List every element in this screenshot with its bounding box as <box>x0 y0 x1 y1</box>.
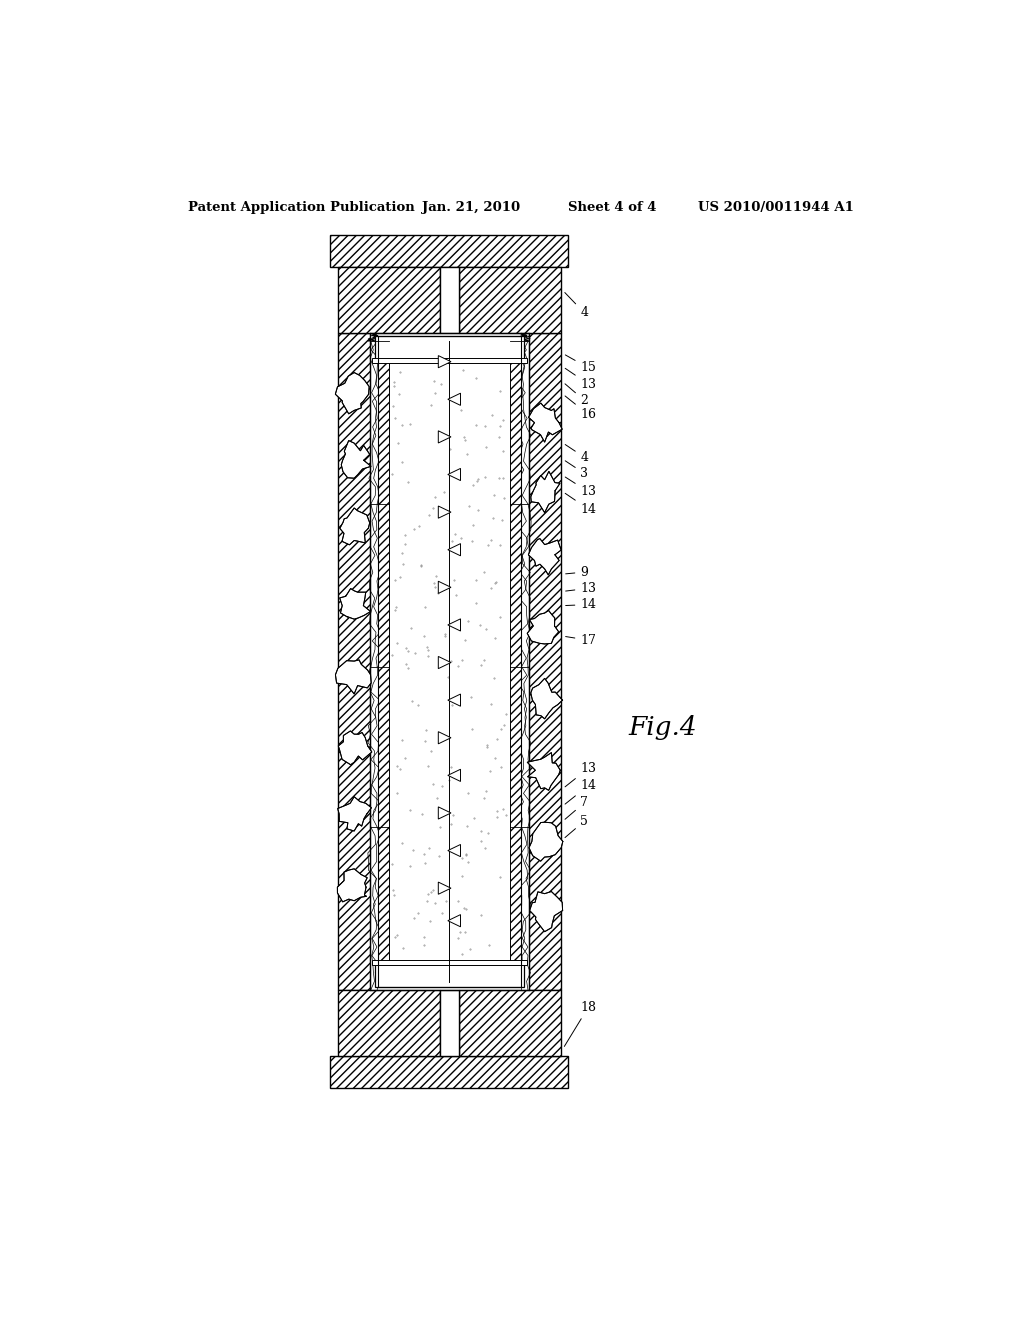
Polygon shape <box>447 469 461 480</box>
Text: 15: 15 <box>565 355 596 375</box>
Text: 7: 7 <box>565 796 588 820</box>
Text: 13: 13 <box>565 762 596 787</box>
Polygon shape <box>338 731 372 764</box>
Polygon shape <box>528 539 561 576</box>
Text: 3: 3 <box>565 461 589 480</box>
Bar <box>375 337 524 359</box>
Polygon shape <box>447 694 461 706</box>
Bar <box>331 235 568 267</box>
Bar <box>372 961 527 965</box>
Text: 13: 13 <box>565 582 596 595</box>
Text: 9: 9 <box>565 565 588 578</box>
Bar <box>338 333 370 990</box>
Text: 5: 5 <box>565 814 588 838</box>
Polygon shape <box>447 619 461 631</box>
Text: Fig.4: Fig.4 <box>628 715 696 741</box>
Polygon shape <box>527 610 559 644</box>
Bar <box>459 990 560 1056</box>
Bar <box>521 333 528 990</box>
Text: 14: 14 <box>565 598 596 611</box>
Polygon shape <box>438 506 451 519</box>
Text: 18: 18 <box>564 1001 596 1047</box>
Bar <box>510 337 521 987</box>
Polygon shape <box>438 430 451 444</box>
Polygon shape <box>340 508 370 545</box>
Text: Patent Application Publication: Patent Application Publication <box>187 201 415 214</box>
Text: Sheet 4 of 4: Sheet 4 of 4 <box>568 201 657 214</box>
Polygon shape <box>341 441 371 478</box>
Polygon shape <box>438 656 451 669</box>
Bar <box>528 333 560 990</box>
Polygon shape <box>336 660 371 694</box>
Bar <box>389 337 510 987</box>
Bar <box>370 333 378 990</box>
Bar <box>375 965 524 987</box>
Polygon shape <box>530 678 562 719</box>
Text: 4: 4 <box>565 445 589 463</box>
Text: 14: 14 <box>565 494 596 516</box>
Polygon shape <box>438 355 451 368</box>
Bar <box>440 267 459 333</box>
Polygon shape <box>447 915 461 927</box>
Polygon shape <box>438 882 451 894</box>
Text: 2: 2 <box>565 384 588 407</box>
Bar <box>338 267 440 333</box>
Polygon shape <box>438 731 451 744</box>
Polygon shape <box>337 869 368 902</box>
Polygon shape <box>447 845 461 857</box>
Polygon shape <box>447 393 461 405</box>
Polygon shape <box>447 544 461 556</box>
Polygon shape <box>529 891 562 932</box>
Polygon shape <box>438 807 451 818</box>
Text: Jan. 21, 2010: Jan. 21, 2010 <box>422 201 520 214</box>
Polygon shape <box>530 471 560 512</box>
Polygon shape <box>529 822 563 861</box>
Bar <box>459 267 560 333</box>
Text: 13: 13 <box>565 368 596 391</box>
Polygon shape <box>340 589 371 619</box>
Polygon shape <box>335 372 370 414</box>
Bar <box>440 990 459 1056</box>
Polygon shape <box>338 797 372 832</box>
Text: 16: 16 <box>565 396 596 421</box>
Bar <box>338 990 440 1056</box>
Polygon shape <box>528 403 562 442</box>
Text: 14: 14 <box>565 779 596 804</box>
Bar <box>378 337 389 987</box>
Polygon shape <box>447 770 461 781</box>
Bar <box>331 1056 568 1089</box>
Text: 4: 4 <box>565 293 589 319</box>
Text: 17: 17 <box>565 634 596 647</box>
Text: 13: 13 <box>565 477 596 498</box>
Text: US 2010/0011944 A1: US 2010/0011944 A1 <box>697 201 854 214</box>
Bar <box>372 358 527 363</box>
Polygon shape <box>438 581 451 594</box>
Polygon shape <box>527 752 560 791</box>
